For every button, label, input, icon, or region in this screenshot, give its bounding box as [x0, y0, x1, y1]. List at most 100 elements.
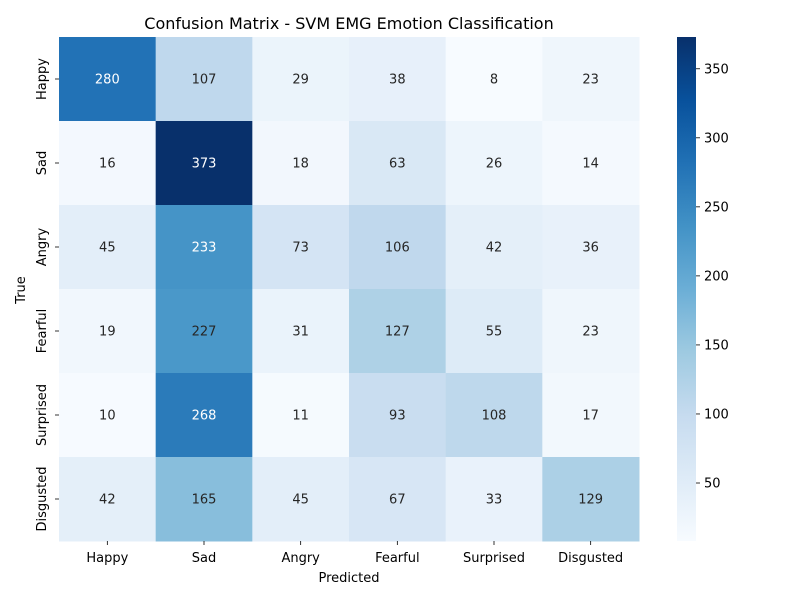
heatmap-cell: [542, 289, 640, 374]
heatmap-cell: [349, 289, 447, 374]
cell-value-label: 106: [385, 241, 410, 256]
heatmap-cell: [445, 121, 543, 206]
heatmap-cell: [59, 457, 157, 542]
y-tick-label: Disgusted: [35, 466, 50, 531]
cell-value-label: 280: [95, 73, 120, 88]
cell-value-label: 129: [578, 493, 603, 508]
heatmap-cell: [349, 373, 447, 458]
colorbar-tick-label: 300: [704, 131, 729, 146]
y-axis: Happy Sad Angry Fearful Surprised Disgusted: [35, 58, 59, 532]
cell-value-label: 165: [192, 493, 217, 508]
y-tick-label: Angry: [35, 227, 50, 266]
heatmap-cell: [155, 289, 253, 374]
heatmap-cell: [252, 37, 350, 122]
colorbar-ticks: 50 100 150 200 250 300 350: [696, 62, 729, 492]
y-axis-label: True: [14, 276, 29, 305]
x-tick-label: Happy: [86, 551, 128, 566]
heatmap-cell: [155, 121, 253, 206]
heatmap-cell: [155, 457, 253, 542]
heatmap-cell: [349, 121, 447, 206]
heatmap-cell: [445, 289, 543, 374]
cell-value-label: 45: [99, 241, 116, 256]
colorbar: [677, 37, 696, 541]
heatmap-cell: [349, 457, 447, 542]
heatmap-cell: [59, 289, 157, 374]
cell-value-label: 31: [292, 325, 309, 340]
x-axis-label: Predicted: [318, 571, 379, 586]
colorbar-tick-label: 200: [704, 269, 729, 284]
heatmap-cell: [59, 121, 157, 206]
cell-value-label: 10: [99, 409, 116, 424]
heatmap-cell-labels: 280 107 29 38 8 23 16 373 18 63 26 14 45 233 73 106 42 36…: [95, 73, 603, 508]
y-tick-label: Happy: [35, 58, 50, 100]
colorbar-tick-label: 150: [704, 338, 729, 353]
heatmap-cell: [59, 205, 157, 290]
x-axis: Happy Sad Angry Fearful Surprised Disgusted: [86, 541, 623, 566]
heatmap-cell: [542, 457, 640, 542]
colorbar-tick-label: 50: [704, 477, 721, 492]
heatmap-cell: [349, 37, 447, 122]
cell-value-label: 268: [192, 409, 217, 424]
cell-value-label: 73: [292, 241, 309, 256]
heatmap-cell: [252, 289, 350, 374]
cell-value-label: 42: [486, 241, 503, 256]
cell-value-label: 14: [582, 157, 599, 172]
cell-value-label: 19: [99, 325, 116, 340]
heatmap-cell: [542, 205, 640, 290]
cell-value-label: 55: [486, 325, 503, 340]
heatmap-cell: [155, 37, 253, 122]
cell-value-label: 8: [490, 73, 498, 88]
heatmap-cell: [542, 121, 640, 206]
cell-value-label: 26: [486, 157, 503, 172]
cell-value-label: 45: [292, 493, 309, 508]
x-tick-label: Angry: [281, 551, 320, 566]
y-tick-label: Surprised: [35, 384, 50, 446]
colorbar-tick-label: 250: [704, 200, 729, 215]
x-tick-label: Sad: [192, 551, 216, 566]
heatmap-cell: [445, 37, 543, 122]
cell-value-label: 127: [385, 325, 410, 340]
heatmap-cell: [445, 373, 543, 458]
heatmap-cell: [349, 205, 447, 290]
heatmap-cell: [252, 373, 350, 458]
cell-value-label: 108: [482, 409, 507, 424]
heatmap-cell: [542, 373, 640, 458]
cell-value-label: 67: [389, 493, 406, 508]
cell-value-label: 36: [582, 241, 599, 256]
cell-value-label: 93: [389, 409, 406, 424]
cell-value-label: 107: [192, 73, 217, 88]
heatmap-cell: [252, 457, 350, 542]
heatmap-cell: [445, 205, 543, 290]
chart-title: Confusion Matrix - SVM EMG Emotion Class…: [144, 14, 553, 33]
colorbar-tick-label: 100: [704, 407, 729, 422]
cell-value-label: 17: [582, 409, 599, 424]
cell-value-label: 373: [192, 157, 217, 172]
heatmap-cell: [155, 205, 253, 290]
x-tick-label: Surprised: [463, 551, 525, 566]
cell-value-label: 29: [292, 73, 309, 88]
cell-value-label: 38: [389, 73, 406, 88]
cell-value-label: 227: [192, 325, 217, 340]
cell-value-label: 23: [582, 325, 599, 340]
heatmap-cell: [445, 457, 543, 542]
heatmap-cell: [252, 121, 350, 206]
cell-value-label: 233: [192, 241, 217, 256]
cell-value-label: 42: [99, 493, 116, 508]
heatmap-cells: [59, 37, 640, 542]
cell-value-label: 23: [582, 73, 599, 88]
cell-value-label: 16: [99, 157, 116, 172]
cell-value-label: 33: [486, 493, 503, 508]
colorbar-tick-label: 350: [704, 62, 729, 77]
cell-value-label: 11: [292, 409, 309, 424]
x-tick-label: Fearful: [375, 551, 420, 566]
y-tick-label: Sad: [35, 151, 50, 175]
heatmap-cell: [542, 37, 640, 122]
heatmap-cell: [155, 373, 253, 458]
x-tick-label: Disgusted: [558, 551, 623, 566]
y-tick-label: Fearful: [35, 309, 50, 354]
heatmap-cell: [252, 205, 350, 290]
cell-value-label: 18: [292, 157, 309, 172]
heatmap-cell: [59, 373, 157, 458]
heatmap-cell: [59, 37, 157, 122]
